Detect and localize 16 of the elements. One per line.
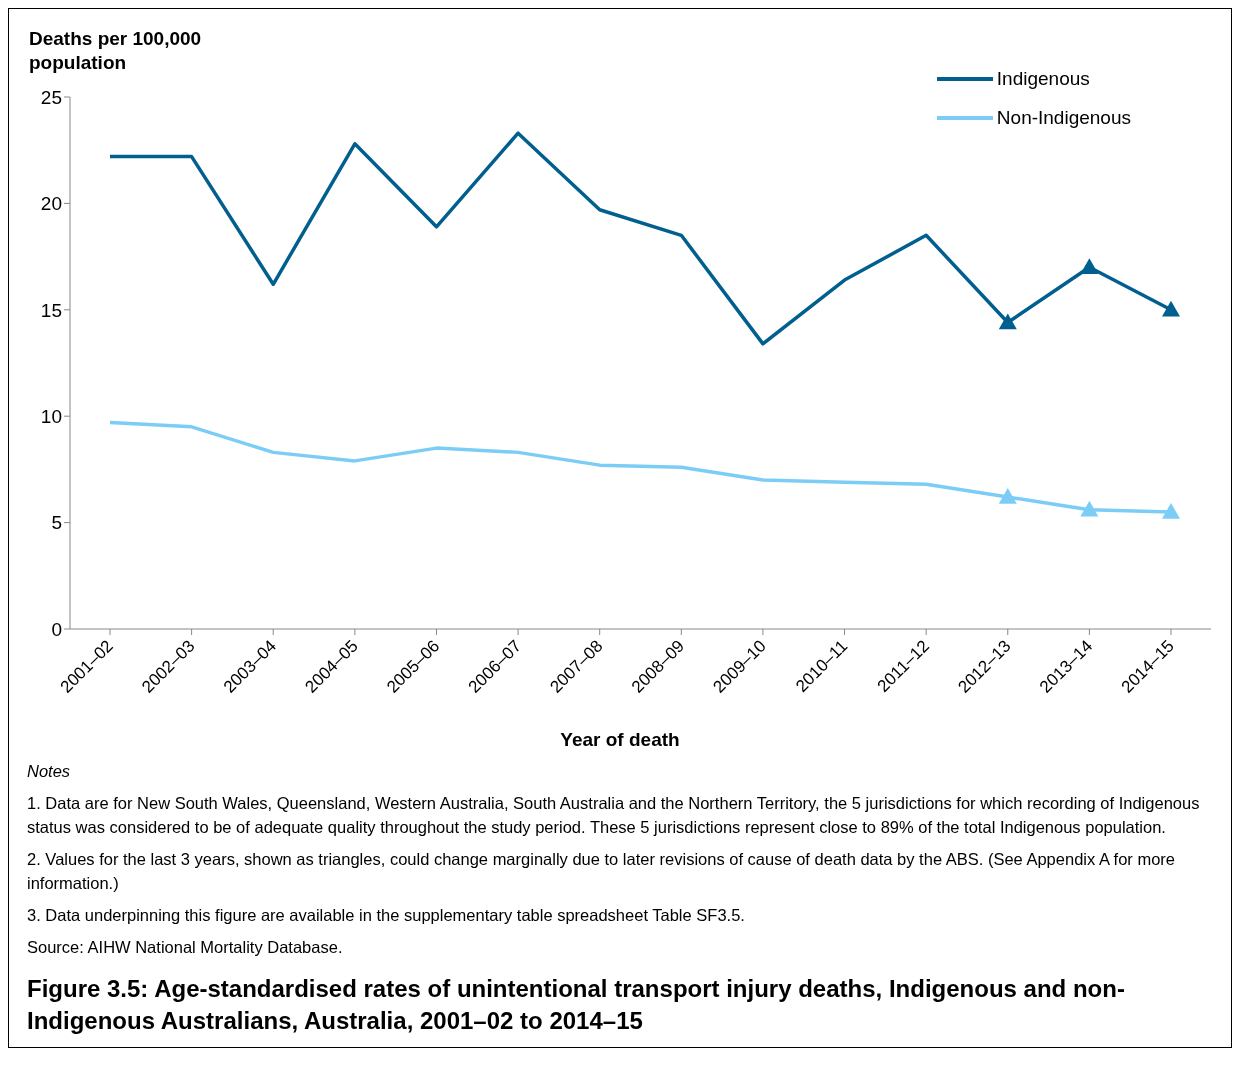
text: Notes	[27, 761, 72, 782]
legend-label: Non-Indigenous	[996, 106, 1131, 129]
y-tick-label: 10	[40, 405, 62, 427]
text: 3. Data underpinning this figure are available in the supplementary table spreadsheet Table SF3.5.	[27, 905, 746, 926]
text: 2. Values for the last 3 years, shown as triangles, could change marginally due to later revisions of cause of death data by the ABS. (See Appendix A for more information.)	[27, 849, 1177, 894]
y-tick-label: 0	[51, 618, 62, 640]
y-tick-label: 25	[40, 86, 62, 108]
text: 1. Data are for New South Wales, Queensland, Western Australia, South Australia and the Northern Territory, the 5 jurisdictions for which recording of Indigenous status was considered to be of adequate quality throughout the study period. These 5 jurisdictions represent close to 89% of the total Indigenous population.	[27, 793, 1201, 838]
text: Figure 3.5: Age-standardised rates of unintentional transport injury deaths, Indigenous and non-Indigenous Australians, Australia, 2001–02 to 2014–15	[26, 974, 1126, 1036]
legend-label: Indigenous	[996, 67, 1090, 90]
y-axis-title: Deaths per 100,000 population	[29, 27, 203, 75]
y-tick-label: 5	[51, 512, 62, 534]
x-axis-title: Year of death	[559, 729, 681, 751]
y-tick-label: 15	[40, 299, 62, 321]
y-tick-label: 20	[40, 193, 62, 215]
source-note: Source: AIHW National Mortality Database.	[27, 937, 344, 958]
